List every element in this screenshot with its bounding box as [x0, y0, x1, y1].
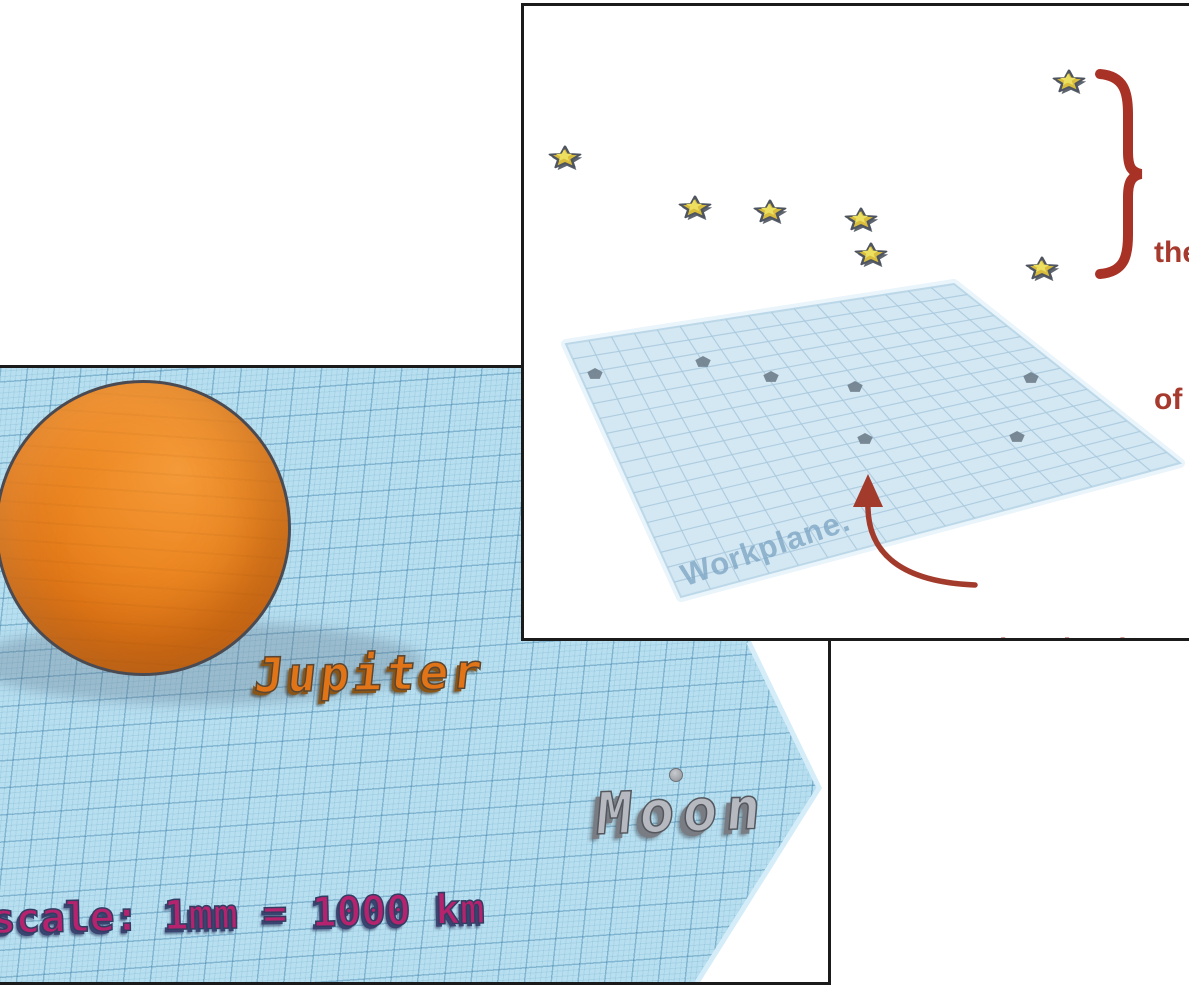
star-3d-icon [678, 195, 713, 221]
dipper-caption-line1: The Big Dipper a [981, 628, 1189, 638]
grid-line [816, 304, 1005, 511]
grid-line [656, 329, 799, 566]
grid-line [592, 325, 1008, 405]
grid-line [572, 293, 968, 360]
grid-line [885, 294, 1093, 488]
star-shadow-dot [847, 381, 863, 392]
moon-3d-label: Moon [593, 773, 773, 848]
background-wedge [700, 641, 828, 982]
grid-line [633, 333, 770, 574]
grid-line [611, 336, 741, 582]
star-3d-icon [1052, 69, 1087, 95]
dipper-scene [548, 69, 1185, 602]
big-dipper-screenshot-panel: Workplane. the of The Big Dipper a it ap… [521, 3, 1189, 641]
jupiter-3d-label: Jupiter [251, 643, 489, 705]
annotation-layer [853, 69, 1143, 588]
grid-line [640, 399, 1101, 509]
grid-line [702, 322, 858, 551]
grid-line [748, 315, 917, 535]
grid-line [613, 357, 1048, 449]
star-shadow-dot [857, 433, 873, 444]
grid-line [599, 336, 1021, 420]
star-3d-icon [753, 199, 788, 225]
brace-note-line1: the [1154, 236, 1189, 269]
grid-line [660, 430, 1141, 553]
grid-line [862, 297, 1064, 495]
star-shadow-dot [1009, 431, 1025, 442]
grid-line [793, 308, 975, 519]
star-3d-icon [854, 242, 889, 268]
jupiter-sphere [0, 380, 291, 676]
moon-sphere [669, 768, 683, 782]
grid-line [626, 378, 1074, 479]
curly-brace-icon [1095, 69, 1143, 279]
grid-line [588, 340, 711, 590]
star-3d-icon [548, 145, 583, 171]
star-shadow-dot [587, 368, 603, 379]
grid-line [653, 420, 1127, 539]
grid-line [770, 311, 946, 527]
star-shadow-dot [1023, 372, 1039, 383]
arrowhead-icon [853, 474, 883, 507]
grid-line [647, 409, 1114, 524]
grid-line [619, 367, 1061, 464]
grid-line [930, 287, 1152, 472]
grid-line [586, 314, 994, 390]
grid-line [839, 301, 1034, 503]
grid-line [907, 290, 1122, 480]
grid-line [667, 441, 1154, 568]
grid-line [579, 304, 981, 375]
grid-line [674, 451, 1167, 583]
brace-note-line2: of [1154, 383, 1183, 416]
grid-line [606, 346, 1034, 434]
curved-arrow [865, 499, 978, 588]
star-3d-icon [1025, 256, 1060, 282]
star-shadow-dot [695, 356, 711, 367]
star-3d-icon [844, 207, 879, 233]
brace-note: the of [1154, 130, 1189, 522]
dipper-caption: The Big Dipper a it appears from E [981, 540, 1189, 638]
star-shadow-dot [763, 371, 779, 382]
